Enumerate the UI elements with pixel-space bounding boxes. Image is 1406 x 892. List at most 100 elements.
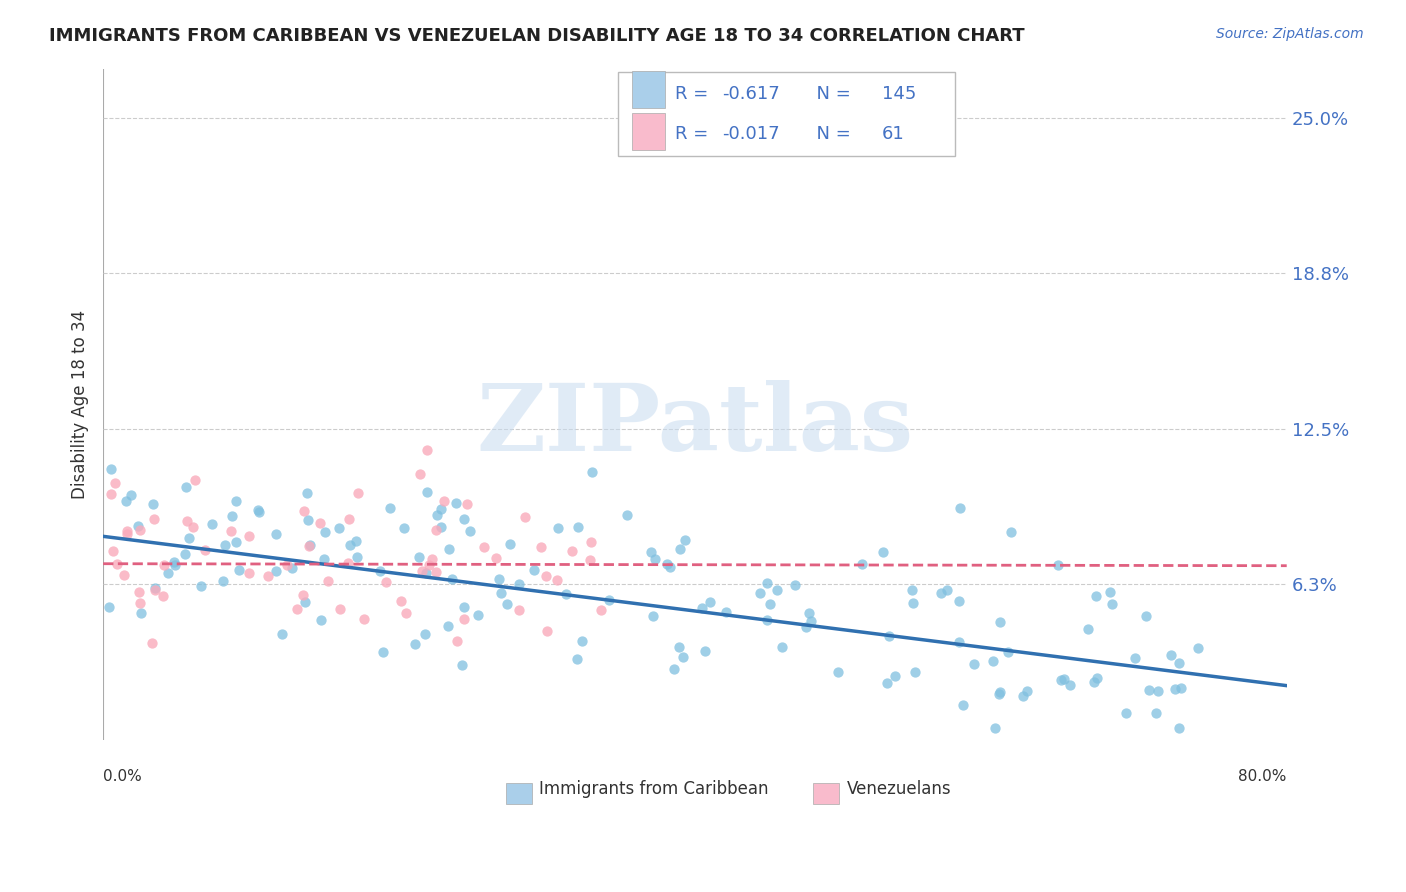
Point [115,526,138,541]
Point [589,602,612,616]
Point [221,524,243,538]
Point [153,558,176,572]
Point [901,582,924,597]
Point [437,542,460,557]
Point [876,676,898,690]
Point [714,605,737,619]
Point [211,574,233,589]
Point [1015,684,1038,698]
Point [314,524,336,539]
Text: -0.617: -0.617 [723,85,780,103]
Point [453,600,475,615]
Point [246,503,269,517]
Point [249,505,271,519]
Point [877,629,900,643]
Point [104,475,127,490]
Point [1047,558,1070,572]
Point [176,514,198,528]
Point [513,510,536,524]
Text: 61: 61 [882,125,904,143]
Point [799,606,821,620]
Text: 0.0%: 0.0% [103,769,142,784]
Point [177,532,200,546]
Point [1160,648,1182,663]
Point [98,600,121,615]
Point [1011,689,1033,703]
Point [498,537,520,551]
Point [409,467,432,481]
Point [641,608,664,623]
Point [374,574,396,589]
Text: N =: N = [806,85,856,103]
Point [152,589,174,603]
Point [225,494,247,508]
Point [143,582,166,597]
Point [337,556,360,570]
Point [143,582,166,596]
Point [115,524,138,538]
Point [337,512,360,526]
Point [547,520,569,534]
Point [1187,640,1209,655]
Point [988,685,1011,699]
Point [800,614,823,628]
Point [292,588,315,602]
Point [416,442,439,457]
Point [948,635,970,649]
Point [1168,721,1191,735]
Point [1053,672,1076,686]
Point [346,485,368,500]
Point [156,566,179,580]
Text: 80.0%: 80.0% [1239,769,1286,784]
Point [127,518,149,533]
Point [489,585,512,599]
Point [695,643,717,657]
Point [299,538,322,552]
Point [484,551,506,566]
Point [988,615,1011,629]
FancyBboxPatch shape [506,782,531,805]
Point [100,487,122,501]
Point [749,585,772,599]
Point [948,594,970,608]
Text: Source: ZipAtlas.com: Source: ZipAtlas.com [1216,27,1364,41]
Point [112,567,135,582]
Text: Immigrants from Caribbean: Immigrants from Caribbean [538,780,768,798]
Point [567,520,589,534]
Point [988,687,1011,701]
Point [901,596,924,610]
Point [1087,672,1109,686]
Point [395,607,418,621]
Point [1135,608,1157,623]
Point [344,533,367,548]
Point [1050,673,1073,687]
Point [1059,678,1081,692]
Point [783,578,806,592]
Text: R =: R = [675,85,714,103]
Point [285,602,308,616]
Point [827,665,849,680]
Point [271,626,294,640]
Point [1144,706,1167,721]
Point [467,607,489,622]
Point [371,645,394,659]
Point [579,553,602,567]
Point [690,600,713,615]
Point [309,516,332,531]
Point [418,558,440,573]
Point [129,606,152,620]
Point [225,534,247,549]
Point [931,586,953,600]
Point [420,552,443,566]
Point [534,569,557,583]
Point [128,523,150,537]
Point [411,565,433,579]
Point [380,500,402,515]
Point [1077,622,1099,636]
Point [316,574,339,588]
Point [115,494,138,508]
Point [200,516,222,531]
Point [699,594,721,608]
Point [952,698,974,713]
Text: R =: R = [675,125,714,143]
